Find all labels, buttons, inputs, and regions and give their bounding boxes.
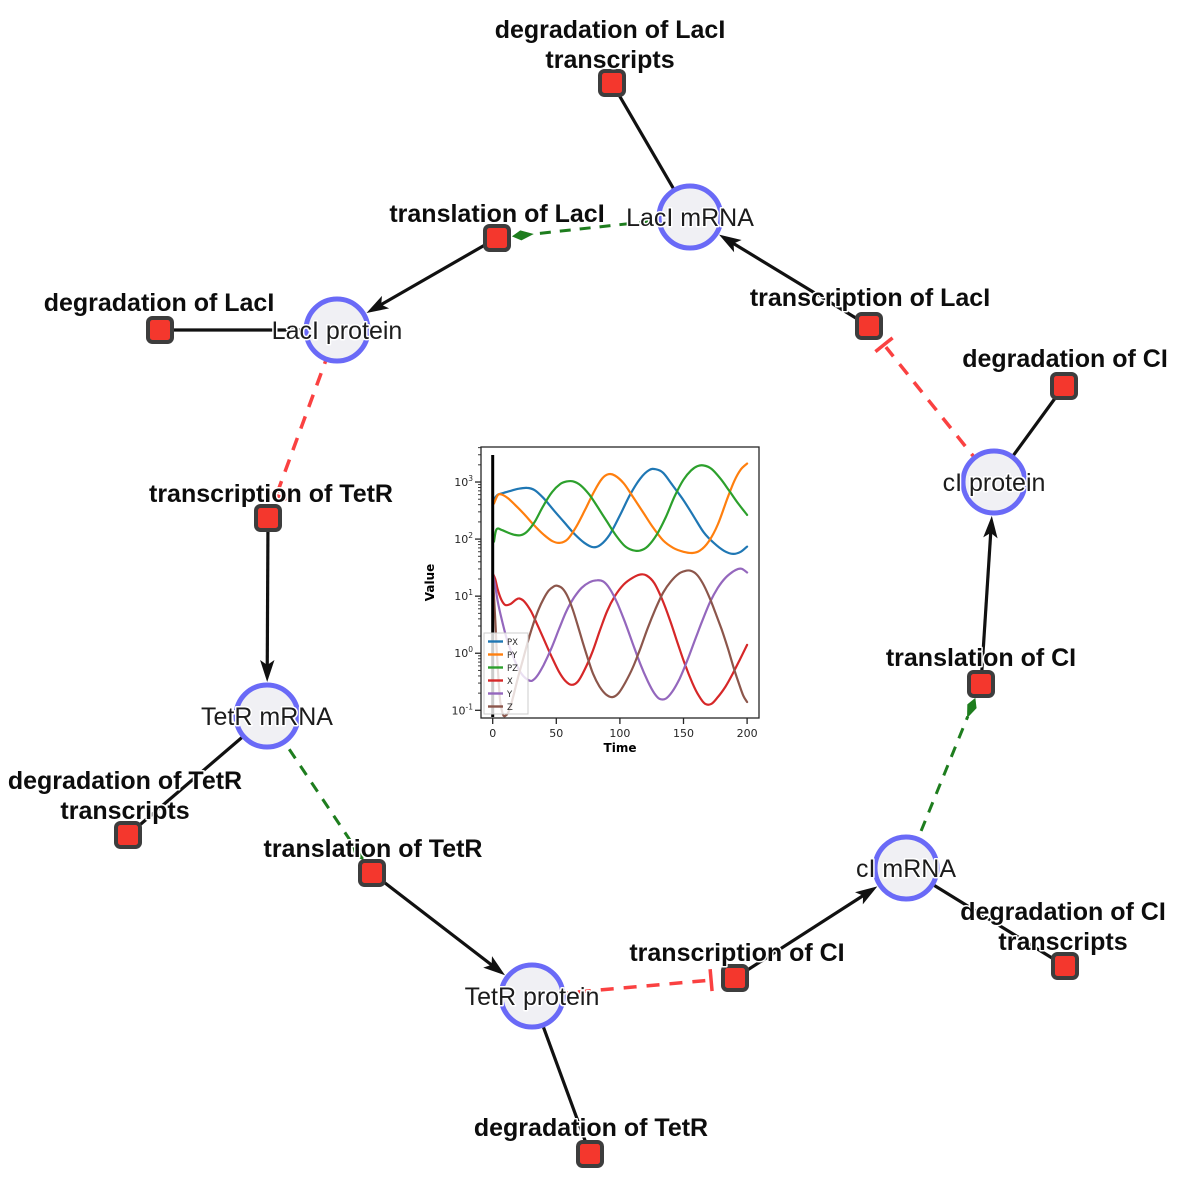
reaction-label-deg_ci: degradation of CI [962, 345, 1168, 373]
legend-label-PX: PX [507, 638, 518, 648]
reaction-node-transcr_ci[interactable] [721, 964, 749, 992]
species-node-tetr_mrna[interactable] [233, 682, 301, 750]
species-label-ci_protein: cI protein [943, 469, 1046, 497]
reaction-label-transl_ci: translation of CI [886, 644, 1076, 672]
y-axis-label: Value [423, 564, 437, 602]
reaction-label-deg_ci_tx: degradation of CI [960, 898, 1166, 926]
y-tick-label: 102 [454, 531, 473, 546]
reaction-node-transl_laci[interactable] [483, 224, 511, 252]
reaction-label-deg_laci_tx-line2: transcripts [545, 46, 674, 74]
inhibition-tbar-icon [708, 969, 714, 992]
arrowhead-icon [719, 234, 742, 253]
reaction-label-transl_laci: translation of LacI [389, 200, 604, 228]
x-tick-label: 200 [737, 727, 758, 740]
species-node-tetr_protein[interactable] [498, 962, 566, 1030]
reaction-node-deg_laci[interactable] [146, 316, 174, 344]
y-tick-label: 100 [454, 645, 473, 660]
y-tick-label: 10-1 [452, 702, 474, 717]
reaction-label-transcr_tetr: transcription of TetR [149, 480, 393, 508]
reaction-node-transl_ci[interactable] [967, 670, 995, 698]
product-line[interactable] [265, 517, 270, 669]
species-node-ci_mrna[interactable] [872, 834, 940, 902]
chart-legend: PX PY PZ XYZ [483, 632, 529, 715]
y-tick-label: 103 [454, 474, 473, 489]
edge-product-transcr_tetr-tetr_mrna[interactable] [260, 517, 275, 683]
labels-layer: LacI mRNA LacI protein TetR mRNA TetR prote… [6, 15, 1169, 1144]
species-node-laci_mrna[interactable] [656, 183, 724, 251]
x-tick-label: 100 [609, 727, 630, 740]
product-line[interactable] [377, 236, 498, 308]
edge-product-transl_tetr-tetr_protein[interactable] [371, 871, 506, 976]
x-axis-label: Time [604, 741, 637, 755]
arrowhead-icon [483, 956, 506, 976]
reaction-label-deg_tetr: degradation of TetR [474, 1114, 708, 1142]
edge-product-transl_laci-laci_protein[interactable] [366, 236, 498, 314]
arrowhead-icon [983, 515, 998, 539]
modifier-arrowhead-icon [511, 230, 534, 241]
species-label-laci_mrna: LacI mRNA [626, 204, 754, 232]
inhibition-tbar-icon [265, 490, 288, 501]
product-line[interactable] [730, 240, 870, 328]
arrowhead-icon [260, 659, 275, 683]
series-line-PZ [492, 464, 749, 552]
reaction-node-deg_tetr[interactable] [576, 1140, 604, 1168]
inhibition-tbar-icon [874, 336, 894, 353]
legend-box [483, 632, 529, 715]
chart-frame [480, 446, 760, 719]
arrowhead-icon [855, 886, 878, 905]
legend-label-Z: Z [507, 703, 513, 713]
series-line-PY [492, 462, 749, 555]
species-node-ci_protein[interactable] [960, 448, 1028, 516]
y-tick-label: 101 [454, 588, 473, 603]
modifier-arrowhead-icon [351, 842, 364, 861]
reaction-label-transcr_laci: transcription of LacI [750, 284, 990, 312]
series-line-PX [492, 467, 749, 556]
product-line[interactable] [734, 892, 867, 980]
species-label-tetr_mrna: TetR mRNA [201, 703, 333, 731]
species-label-laci_protein: LacI protein [272, 317, 403, 345]
reaction-label-deg_laci: degradation of LacI [44, 289, 275, 317]
legend-label-PY: PY [507, 651, 518, 661]
series-line-X [491, 572, 749, 706]
reaction-label-deg_tetr_tx-line2: transcripts [60, 797, 189, 825]
reaction-node-transcr_laci[interactable] [855, 312, 883, 340]
legend-label-Y: Y [506, 690, 513, 700]
reaction-label-transcr_ci: transcription of CI [629, 939, 844, 967]
species-node-laci_protein[interactable] [303, 296, 371, 364]
legend-label-PZ: PZ [507, 664, 518, 674]
modifier-arrowhead-icon [967, 697, 977, 719]
edge-product-transcr_ci-ci_mrna[interactable] [734, 886, 878, 980]
reaction-node-deg_laci_tx[interactable] [598, 69, 626, 97]
reaction-node-deg_ci_tx[interactable] [1051, 952, 1079, 980]
x-tick-label: 50 [549, 727, 563, 740]
reaction-label-deg_tetr_tx: degradation of TetR [8, 767, 242, 795]
reaction-label-deg_laci_tx: degradation of LacI [495, 16, 726, 44]
legend-label-X: X [507, 677, 513, 687]
reaction-label-deg_ci_tx-line2: transcripts [998, 928, 1127, 956]
series-line-Z [491, 569, 749, 718]
x-tick-label: 150 [673, 727, 694, 740]
species-label-ci_mrna: cI mRNA [856, 855, 956, 883]
product-line[interactable] [979, 529, 993, 685]
reaction-node-transl_tetr[interactable] [358, 859, 386, 887]
edge-product-transl_ci-ci_protein[interactable] [979, 515, 998, 685]
product-line[interactable] [371, 871, 495, 969]
reaction-node-transcr_tetr[interactable] [254, 504, 282, 532]
reaction-node-deg_ci[interactable] [1050, 372, 1078, 400]
x-tick-label: 0 [489, 727, 496, 740]
reaction-node-deg_tetr_tx[interactable] [114, 821, 142, 849]
species-label-tetr_protein: TetR protein [465, 983, 600, 1011]
reaction-label-transl_tetr: translation of TetR [264, 835, 483, 863]
arrowhead-icon [366, 295, 390, 314]
nodes-layer [114, 69, 1079, 1168]
edge-product-transcr_laci-laci_mrna[interactable] [719, 234, 870, 328]
